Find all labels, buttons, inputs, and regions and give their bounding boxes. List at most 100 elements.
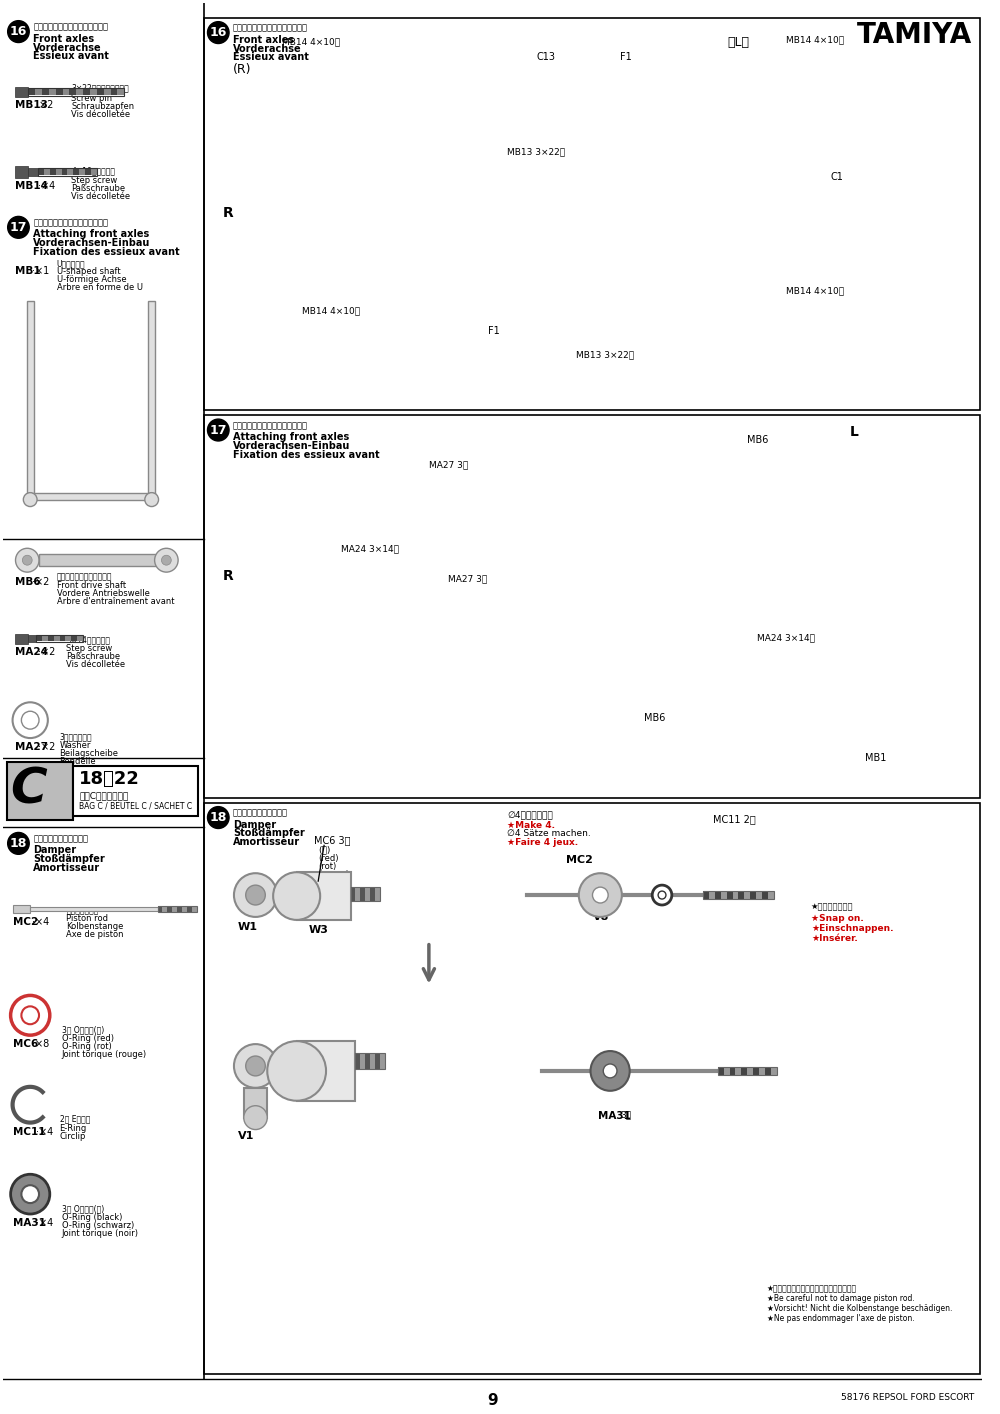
- Text: Essieux avant: Essieux avant: [233, 52, 309, 62]
- Text: (red): (red): [318, 854, 339, 864]
- Bar: [90, 89, 97, 95]
- Bar: [768, 891, 774, 899]
- Bar: [747, 1068, 753, 1075]
- Text: Screw pin: Screw pin: [71, 95, 112, 103]
- Circle shape: [267, 1041, 326, 1100]
- Circle shape: [603, 1063, 617, 1077]
- Text: 18～22: 18～22: [79, 769, 140, 788]
- Text: 3㎜: 3㎜: [620, 1110, 631, 1120]
- Circle shape: [652, 885, 672, 905]
- Text: F1: F1: [488, 325, 499, 335]
- Text: MA24 3×14㎜: MA24 3×14㎜: [757, 633, 815, 643]
- Bar: [182, 906, 187, 912]
- Bar: [56, 168, 62, 175]
- Text: Joint torique (noir): Joint torique (noir): [62, 1229, 139, 1237]
- Bar: [718, 1068, 777, 1075]
- Bar: [297, 1041, 355, 1100]
- Text: Damper: Damper: [233, 820, 276, 830]
- Bar: [35, 89, 42, 95]
- Text: Stoßdämpfer: Stoßdämpfer: [233, 829, 305, 839]
- Text: ·×2: ·×2: [38, 646, 55, 656]
- Bar: [27, 492, 155, 499]
- Text: Essieux avant: Essieux avant: [33, 51, 109, 61]
- Bar: [759, 1068, 765, 1075]
- Text: Vorderachsen-Einbau: Vorderachsen-Einbau: [33, 239, 151, 249]
- Text: Beilagscheibe: Beilagscheibe: [60, 749, 119, 758]
- Bar: [79, 168, 85, 175]
- Text: MA27: MA27: [15, 742, 48, 752]
- Text: ·×4: ·×4: [36, 1217, 53, 1227]
- Bar: [28, 168, 38, 175]
- Bar: [48, 636, 54, 641]
- Text: Joint torique (rouge): Joint torique (rouge): [62, 1051, 147, 1059]
- Circle shape: [208, 419, 229, 441]
- Text: Attaching front axles: Attaching front axles: [233, 433, 349, 443]
- Bar: [69, 89, 76, 95]
- Text: Attaching front axles: Attaching front axles: [33, 229, 149, 239]
- Bar: [192, 906, 197, 912]
- Text: ·×2: ·×2: [38, 742, 55, 752]
- Text: ★Vorsicht! Nicht die Kolbenstange beschädigen.: ★Vorsicht! Nicht die Kolbenstange beschä…: [767, 1305, 952, 1314]
- Text: V8: V8: [592, 912, 609, 922]
- Circle shape: [21, 1185, 39, 1203]
- Circle shape: [8, 216, 29, 239]
- Text: Paßschraube: Paßschraube: [66, 652, 121, 660]
- Circle shape: [234, 1044, 277, 1087]
- Circle shape: [155, 549, 178, 573]
- Bar: [71, 636, 77, 641]
- Bar: [54, 636, 60, 641]
- Text: Damper: Damper: [33, 846, 76, 855]
- Text: R: R: [223, 206, 234, 221]
- Circle shape: [8, 21, 29, 42]
- Text: ·×4: ·×4: [36, 1127, 53, 1137]
- Circle shape: [11, 1174, 50, 1215]
- Bar: [13, 905, 30, 913]
- Text: MC2: MC2: [566, 855, 593, 865]
- Text: Circlip: Circlip: [60, 1131, 86, 1141]
- Text: ★Faire 4 jeux.: ★Faire 4 jeux.: [507, 839, 578, 847]
- Circle shape: [208, 21, 229, 44]
- Text: 《フロントアクスルのくみたて》: 《フロントアクスルのくみたて》: [33, 23, 108, 31]
- Bar: [360, 887, 365, 901]
- Text: 《L》: 《L》: [728, 35, 750, 48]
- Text: L: L: [850, 426, 859, 440]
- Text: C1: C1: [831, 171, 843, 181]
- Text: 《フロントアクスルのとりつけ》: 《フロントアクスルのとりつけ》: [33, 218, 108, 228]
- Bar: [715, 891, 721, 899]
- Text: ∅4個作ります。: ∅4個作ります。: [507, 810, 553, 820]
- Circle shape: [16, 549, 39, 573]
- Text: 袋詰Cを使用します: 袋詰Cを使用します: [79, 792, 128, 800]
- Bar: [162, 906, 167, 912]
- Text: 3×14㎜段付ビス: 3×14㎜段付ビス: [66, 636, 110, 645]
- Bar: [111, 89, 117, 95]
- Circle shape: [579, 874, 622, 916]
- Bar: [60, 636, 65, 641]
- Text: MB1: MB1: [15, 266, 40, 276]
- Bar: [365, 1053, 370, 1069]
- Text: Front axles: Front axles: [233, 34, 294, 45]
- Text: 18: 18: [10, 837, 27, 850]
- Bar: [753, 1068, 759, 1075]
- Bar: [177, 906, 182, 912]
- Circle shape: [244, 1106, 267, 1130]
- Text: MB6: MB6: [747, 436, 769, 445]
- Bar: [67, 168, 73, 175]
- Circle shape: [21, 711, 39, 730]
- Text: Vorderachse: Vorderachse: [233, 44, 302, 54]
- Text: BAG C / BEUTEL C / SACHET C: BAG C / BEUTEL C / SACHET C: [79, 802, 192, 810]
- Text: ★Snap on.: ★Snap on.: [811, 913, 864, 923]
- Text: MB13 3×22㎜: MB13 3×22㎜: [507, 147, 565, 156]
- Bar: [50, 168, 56, 175]
- Text: R: R: [223, 570, 234, 583]
- Text: Vis décolletée: Vis décolletée: [71, 191, 130, 201]
- Bar: [709, 891, 715, 899]
- Text: Front drive shaft: Front drive shaft: [57, 581, 126, 590]
- Text: ·×2: ·×2: [32, 577, 50, 587]
- Text: (rot): (rot): [318, 863, 336, 871]
- Bar: [741, 1068, 747, 1075]
- Bar: [148, 301, 155, 499]
- Bar: [7, 762, 73, 820]
- Bar: [73, 168, 79, 175]
- Bar: [15, 88, 28, 98]
- Text: ★Make 4.: ★Make 4.: [507, 820, 555, 830]
